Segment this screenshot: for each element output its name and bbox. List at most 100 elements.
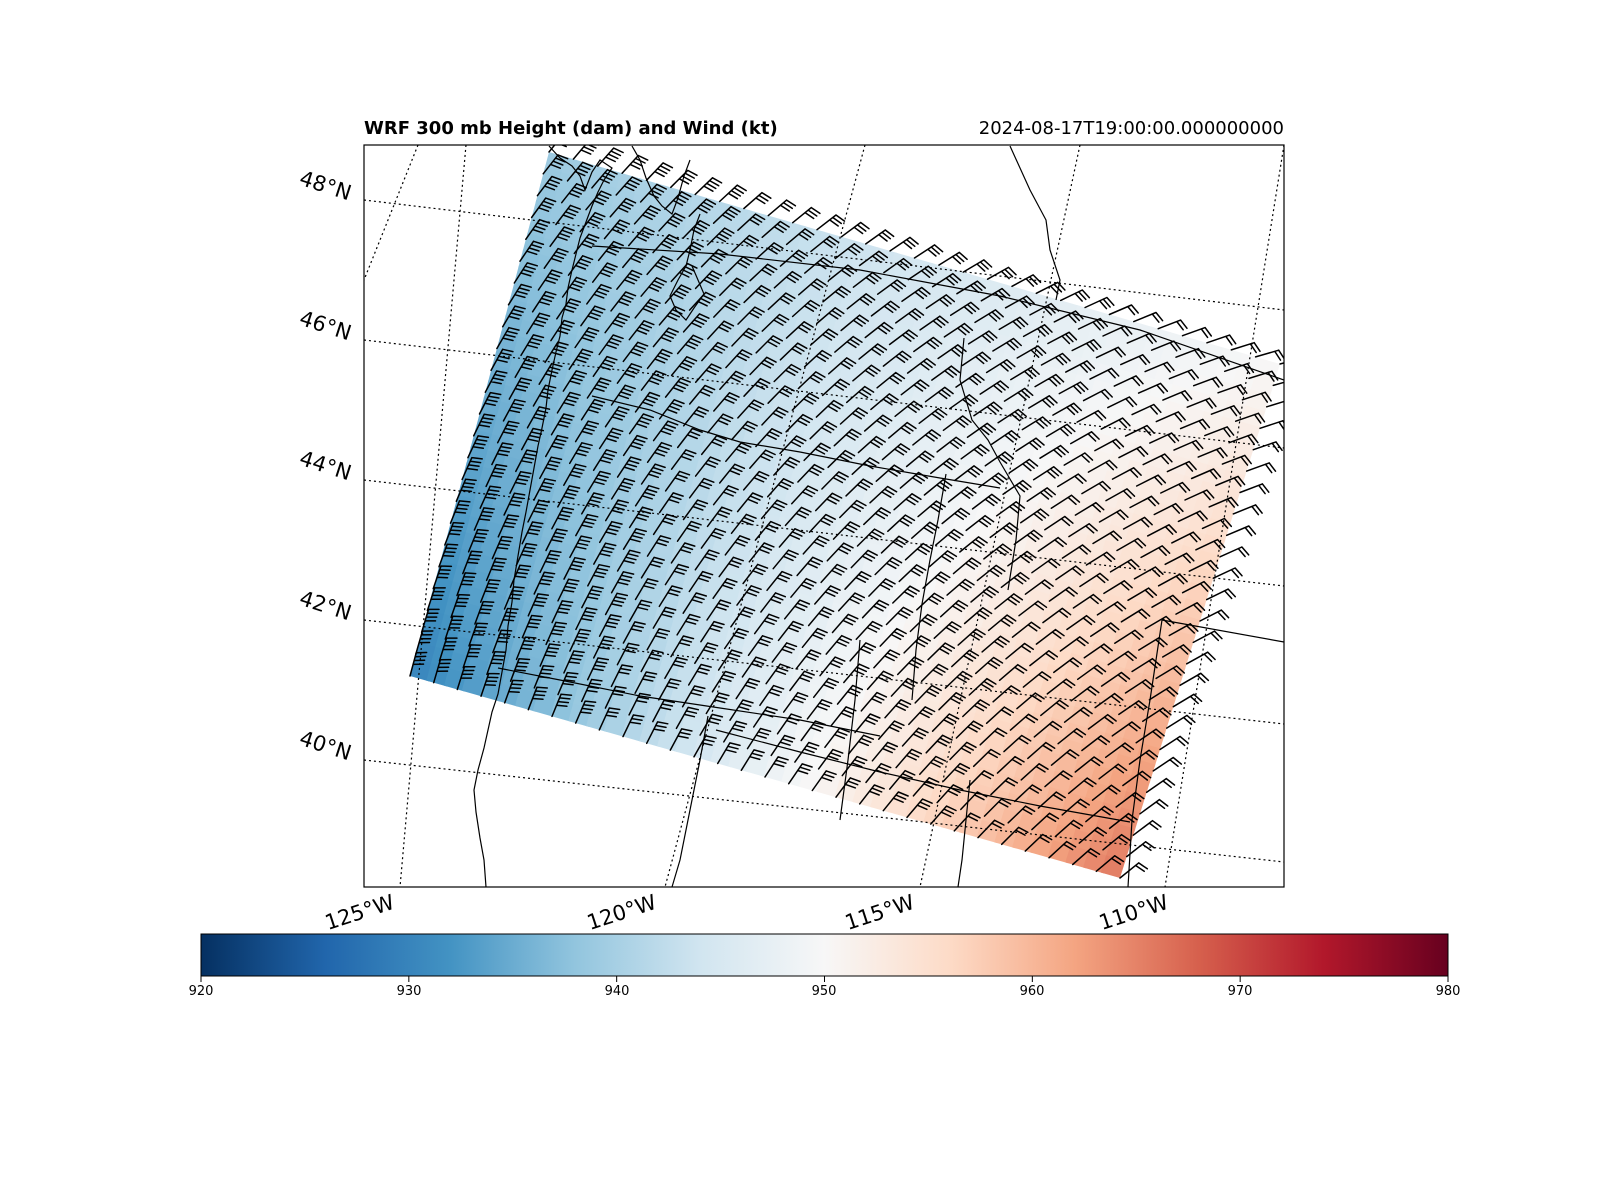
wind-barb [954,465,984,482]
wind-barb [761,406,789,426]
wind-barb [526,406,551,429]
wind-barb [880,535,909,554]
wind-barb [834,335,863,353]
wind-barb [1149,432,1180,444]
wind-barb [1074,756,1104,773]
wind-barb [462,550,483,575]
wind-barb [779,342,808,361]
wind-barb [1007,805,1036,824]
wind-barb [533,571,556,595]
wind-barb [845,478,874,497]
map-frame [363,144,1285,888]
wind-barb [833,428,862,447]
wind-barb [478,391,502,415]
wind-barb [472,413,496,437]
wind-barb [598,707,621,731]
wind-barb [1108,812,1138,830]
wind-barb [676,613,701,636]
wind-barb [1234,412,1266,424]
wind-barb [1168,623,1199,637]
wind-barb [514,355,539,379]
wind-barb [1070,685,1100,702]
wind-barb [592,635,616,659]
wind-barb [812,677,840,699]
wind-barb [811,770,837,792]
wind-barb [827,449,856,469]
wind-barb [568,348,594,371]
wind-barb [1095,346,1126,359]
wind-barb [986,266,1017,280]
wind-barb [1153,502,1184,516]
wind-barb [753,613,780,635]
wind-barb [527,686,549,711]
wind-barb [874,556,903,576]
wind-barb [616,642,640,666]
wind-barb [664,470,691,492]
wind-barb [938,251,968,266]
wind-barb [1003,387,1034,402]
wind-barb [1048,840,1077,859]
wind-barb [628,506,654,529]
wind-barb [1111,721,1141,737]
wind-barb [610,291,637,312]
wind-barb [557,578,580,602]
wind-barb [1135,474,1167,487]
wind-barb [1190,468,1222,480]
wind-barb [995,501,1026,517]
wind-barb [941,507,971,525]
wind-barb [827,357,857,375]
wind-barb [920,663,949,683]
wind-barb [652,420,679,442]
wind-barb [569,628,592,652]
wind-barb [737,399,765,419]
wind-barb [1201,517,1233,530]
height-cell [497,683,523,708]
wind-barb [1100,671,1131,687]
wind-barb [863,507,891,526]
wind-barb [822,285,851,303]
wind-barb [1087,459,1118,473]
wind-barb [485,557,507,582]
wind-barb [628,320,655,341]
wind-barb [634,298,661,319]
wind-barb [1115,791,1145,808]
wind-barb [894,400,924,418]
wind-barb [492,629,513,654]
wind-barb [876,279,907,295]
wind-barb [901,727,929,747]
wind-barb [682,406,710,427]
wind-barb [871,741,899,762]
wind-barb [725,349,753,369]
wind-barb [545,621,568,646]
wind-barb [574,327,600,349]
wind-barb [998,663,1028,682]
wind-barb [628,692,651,716]
wind-barb [1031,812,1060,831]
wind-barb [948,394,979,410]
wind-barb [455,478,477,503]
wind-barb [1111,467,1142,480]
wind-barb [515,636,537,661]
wind-barb [850,549,878,569]
wind-barb [1252,441,1283,453]
wind-barb [791,206,821,224]
wind-barb [669,728,693,751]
wind-barb [778,528,806,548]
wind-barb [1137,382,1169,394]
wind-barb [882,791,909,812]
wind-barb [824,727,851,749]
wind-barb [1007,550,1037,567]
wind-barb [916,592,945,611]
wind-barb [866,670,894,691]
wind-barb [1061,544,1092,559]
wind-barb [1008,458,1039,474]
wind-barb [587,563,611,587]
wind-barb [939,599,969,618]
wind-barb [901,286,931,303]
wind-barb [828,264,858,281]
wind-barb [839,499,867,519]
wind-barb [1082,388,1113,402]
wind-barb [1058,381,1089,395]
wind-barb [1195,538,1226,551]
wind-barb [907,265,937,281]
